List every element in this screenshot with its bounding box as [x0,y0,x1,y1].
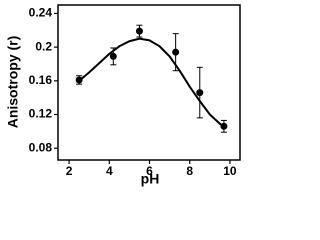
y-tick-label: 0.2 [35,39,52,53]
y-tick-label: 0.24 [29,6,53,20]
y-tick-label: 0.12 [29,107,53,121]
x-tick-label: 2 [66,164,73,178]
x-tick-label: 10 [223,164,237,178]
data-point [135,27,143,35]
data-point [109,52,117,60]
y-axis-label: Anisotropy (r) [5,36,21,129]
data-point [75,76,83,84]
x-tick-label: 8 [186,164,193,178]
y-tick-label: 0.08 [29,140,53,154]
data-point [196,89,204,97]
data-point [220,122,228,130]
chart: pH Anisotropy (r) 2 4 6 8 10 0.08 0.12 0.16 0.2 0… [5,4,241,187]
data-point [172,48,180,56]
y-tick-label: 0.16 [29,73,53,87]
plot-frame [57,4,241,161]
x-axis-label: pH [141,171,160,187]
x-tick-label: 4 [106,164,113,178]
fit-curve [78,37,225,128]
x-tick-label: 6 [146,164,153,178]
